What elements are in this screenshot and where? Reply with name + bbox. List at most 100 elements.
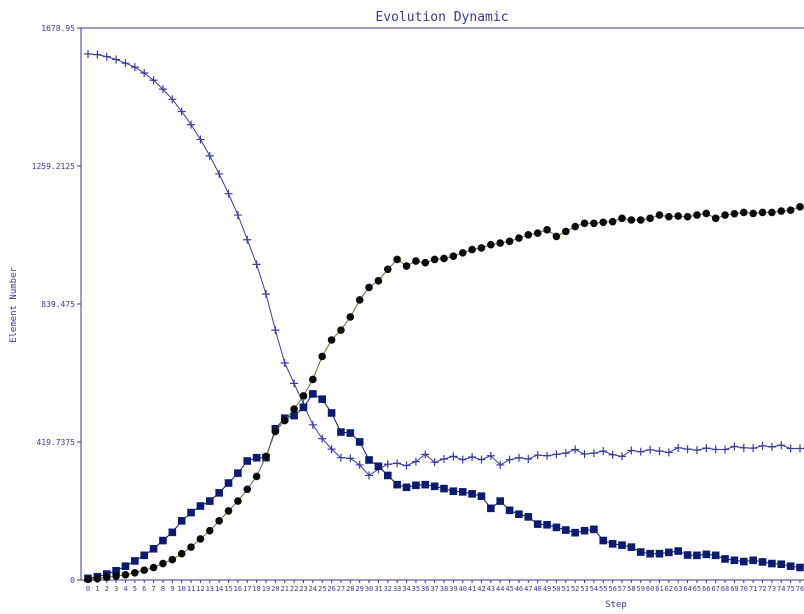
x-tick-label: 31 <box>374 585 382 593</box>
x-tick-label: 67 <box>711 585 719 593</box>
data-point-square <box>496 497 505 505</box>
data-point-plus <box>599 447 608 456</box>
data-point-square <box>430 482 439 491</box>
data-point-circle <box>327 336 336 344</box>
data-point-square <box>796 563 804 572</box>
data-point-square <box>112 566 120 575</box>
x-tick-label: 33 <box>393 585 401 593</box>
x-tick-label: 14 <box>215 585 223 593</box>
x-tick-label: 75 <box>786 585 794 593</box>
data-point-square <box>711 551 720 560</box>
data-point-circle <box>571 222 579 231</box>
data-point-plus <box>121 59 130 68</box>
data-point-plus <box>271 326 280 335</box>
data-point-plus <box>112 55 121 64</box>
x-tick-label: 2 <box>105 585 109 593</box>
data-point-circle <box>430 255 439 264</box>
data-point-square <box>599 536 608 545</box>
x-tick-label: 50 <box>552 585 560 593</box>
data-point-circle <box>102 573 111 582</box>
data-point-circle <box>552 232 561 241</box>
x-tick-label: 9 <box>170 585 174 593</box>
data-point-plus <box>655 447 664 456</box>
data-point-square <box>449 487 458 496</box>
data-point-circle <box>280 416 289 425</box>
x-tick-label: 46 <box>515 585 523 593</box>
x-tick-label: 4 <box>123 585 127 593</box>
data-point-square <box>627 543 636 551</box>
x-tick-label: 65 <box>693 585 701 593</box>
data-point-plus <box>571 445 580 454</box>
data-point-plus <box>280 359 289 368</box>
data-point-circle <box>702 209 711 218</box>
data-point-square <box>458 488 467 496</box>
x-tick-label: 41 <box>468 585 476 593</box>
data-point-circle <box>477 244 486 252</box>
data-point-circle <box>777 207 786 215</box>
data-point-circle <box>796 203 804 211</box>
data-point-circle <box>590 219 598 228</box>
x-tick-label: 42 <box>477 585 485 593</box>
data-point-square <box>739 557 748 566</box>
data-point-circle <box>749 209 757 218</box>
data-point-plus <box>477 455 486 464</box>
data-point-plus <box>252 260 261 269</box>
data-point-circle <box>402 262 411 270</box>
data-point-circle <box>524 230 533 239</box>
data-point-circle <box>561 227 570 236</box>
data-point-plus <box>327 445 336 454</box>
data-point-square <box>290 411 298 420</box>
x-tick-label: 21 <box>281 585 289 593</box>
data-point-circle <box>721 211 729 219</box>
data-point-plus <box>608 450 617 459</box>
data-point-plus <box>130 63 139 72</box>
data-point-plus <box>308 420 317 429</box>
data-point-circle <box>693 211 701 219</box>
data-point-square <box>383 471 392 480</box>
data-point-square <box>252 453 261 462</box>
x-tick-label: 63 <box>674 585 682 593</box>
data-point-circle <box>290 405 298 413</box>
data-point-plus <box>786 444 795 453</box>
data-point-square <box>224 479 233 487</box>
data-point-circle <box>234 497 242 505</box>
x-tick-label: 18 <box>252 585 260 593</box>
data-point-plus <box>777 441 786 450</box>
data-point-square <box>196 502 205 510</box>
data-point-circle <box>730 209 739 218</box>
x-tick-label: 15 <box>224 585 232 593</box>
x-tick-label: 40 <box>459 585 467 593</box>
data-point-plus <box>430 458 439 467</box>
data-point-plus <box>140 69 149 78</box>
data-point-square <box>412 481 420 490</box>
data-point-circle <box>636 216 645 224</box>
x-tick-label: 69 <box>730 585 738 593</box>
data-point-plus <box>505 455 514 464</box>
data-point-square <box>187 508 195 517</box>
data-point-plus <box>449 452 458 461</box>
data-point-plus <box>524 455 533 464</box>
data-point-plus <box>149 76 158 85</box>
data-point-plus <box>674 443 683 452</box>
data-point-circle <box>271 427 280 436</box>
data-point-plus <box>290 379 299 388</box>
data-point-plus <box>224 189 233 198</box>
x-axis-label: Step <box>605 600 627 610</box>
x-tick-label: 0 <box>86 585 90 593</box>
data-point-square <box>683 551 692 559</box>
data-point-circle <box>768 208 776 217</box>
x-tick-label: 13 <box>206 585 214 593</box>
x-tick-label: 23 <box>299 585 307 593</box>
data-point-square <box>786 562 795 570</box>
data-point-plus <box>552 450 561 459</box>
data-point-circle <box>608 217 617 226</box>
data-point-circle <box>309 375 317 384</box>
data-point-square <box>608 540 617 548</box>
data-point-circle <box>205 526 214 535</box>
data-point-circle <box>215 517 223 525</box>
x-tick-label: 29 <box>355 585 363 593</box>
x-tick-label: 25 <box>318 585 326 593</box>
data-point-circle <box>262 452 270 461</box>
x-tick-label: 36 <box>421 585 429 593</box>
data-point-square <box>543 520 551 529</box>
